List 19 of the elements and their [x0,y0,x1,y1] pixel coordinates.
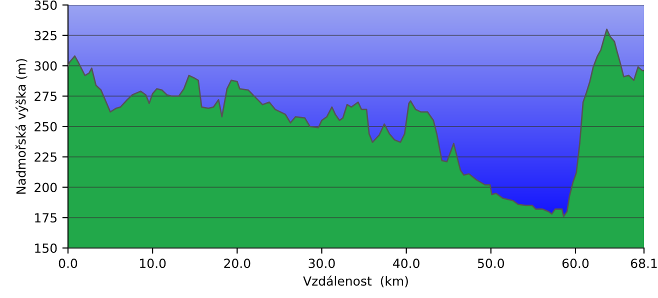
y-tick-label: 175 [35,213,56,223]
y-tick-label: 150 [35,243,57,253]
x-tick-label: 20.0 [224,258,250,268]
x-tick-label: 0.0 [58,258,78,268]
y-tick-label: 225 [34,152,56,162]
x-tick-label: 50.0 [478,258,504,268]
y-axis-title: Nadmořská výška (m) [16,59,28,194]
x-axis-title: Vzdálenost (km) [303,276,408,288]
x-tick-label: 40.0 [393,258,420,268]
x-tick-label: 30.0 [308,258,335,268]
y-tick-label: 200 [34,182,57,192]
y-tick-label: 275 [34,92,56,102]
x-tick-label: 60.0 [562,258,589,268]
y-tick-label: 250 [34,122,57,132]
x-tick-label: 10.0 [140,258,166,268]
y-tick-label: 350 [34,0,57,10]
y-tick-label: 325 [34,30,56,40]
y-tick-label: 300 [34,61,57,71]
x-tick-label: 68.1 [630,258,657,268]
